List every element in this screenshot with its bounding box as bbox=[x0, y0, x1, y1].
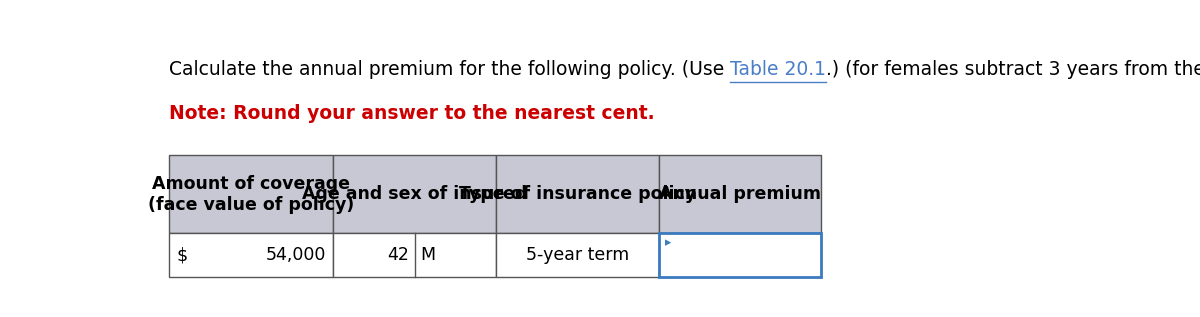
Text: .) (for females subtract 3 years from the table.): .) (for females subtract 3 years from th… bbox=[826, 60, 1200, 79]
Text: M: M bbox=[420, 246, 436, 264]
Text: Type of insurance policy: Type of insurance policy bbox=[458, 185, 696, 203]
Bar bbox=[659, 155, 822, 233]
Text: Amount of coverage
(face value of policy): Amount of coverage (face value of policy… bbox=[148, 175, 354, 214]
Bar bbox=[168, 233, 334, 277]
Text: Age and sex of insured: Age and sex of insured bbox=[302, 185, 527, 203]
Text: 5-year term: 5-year term bbox=[526, 246, 629, 264]
Bar bbox=[334, 155, 496, 233]
Bar bbox=[496, 233, 659, 277]
Text: ▸: ▸ bbox=[665, 236, 672, 249]
Text: Table 20.1: Table 20.1 bbox=[730, 60, 826, 79]
Bar bbox=[659, 233, 822, 277]
Text: 54,000: 54,000 bbox=[265, 246, 325, 264]
Bar bbox=[496, 155, 659, 233]
Text: 42: 42 bbox=[388, 246, 409, 264]
Text: Calculate the annual premium for the following policy. (Use: Calculate the annual premium for the fol… bbox=[168, 60, 730, 79]
Bar bbox=[168, 155, 334, 233]
Bar bbox=[334, 233, 496, 277]
Text: Annual premium: Annual premium bbox=[659, 185, 821, 203]
Text: Note: Round your answer to the nearest cent.: Note: Round your answer to the nearest c… bbox=[168, 104, 654, 123]
Text: $: $ bbox=[176, 246, 187, 264]
